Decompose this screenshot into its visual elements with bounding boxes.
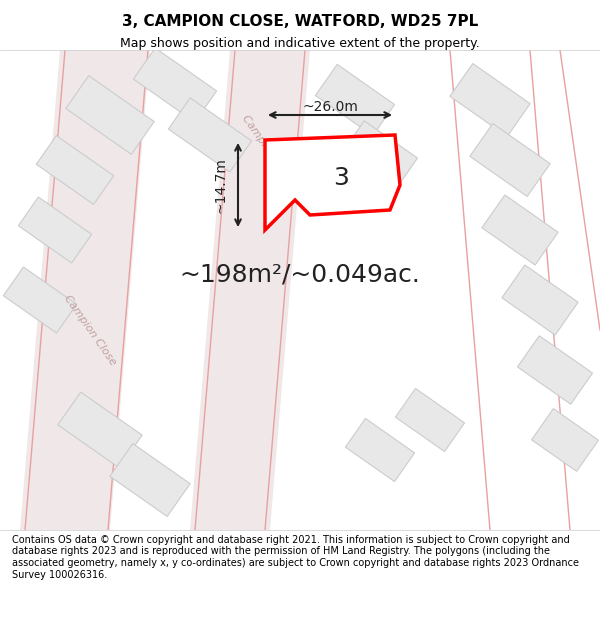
Polygon shape bbox=[482, 195, 558, 265]
Text: 3: 3 bbox=[334, 166, 349, 190]
Polygon shape bbox=[110, 444, 190, 516]
Text: Map shows position and indicative extent of the property.: Map shows position and indicative extent… bbox=[120, 38, 480, 51]
Text: ~198m²/~0.049ac.: ~198m²/~0.049ac. bbox=[179, 263, 421, 287]
Text: 3, CAMPION CLOSE, WATFORD, WD25 7PL: 3, CAMPION CLOSE, WATFORD, WD25 7PL bbox=[122, 14, 478, 29]
Polygon shape bbox=[20, 50, 150, 530]
Polygon shape bbox=[58, 392, 142, 468]
Polygon shape bbox=[4, 267, 77, 333]
Polygon shape bbox=[265, 135, 400, 230]
Polygon shape bbox=[517, 336, 593, 404]
Polygon shape bbox=[66, 76, 154, 154]
Polygon shape bbox=[169, 98, 251, 172]
Polygon shape bbox=[133, 48, 217, 122]
Text: Campion Close: Campion Close bbox=[62, 293, 118, 367]
Polygon shape bbox=[470, 124, 550, 196]
Polygon shape bbox=[190, 50, 310, 530]
Polygon shape bbox=[450, 64, 530, 136]
Polygon shape bbox=[343, 121, 418, 189]
Polygon shape bbox=[395, 389, 464, 451]
Polygon shape bbox=[316, 64, 395, 136]
Polygon shape bbox=[502, 265, 578, 335]
Polygon shape bbox=[346, 419, 415, 481]
Polygon shape bbox=[36, 136, 114, 204]
Polygon shape bbox=[532, 409, 598, 471]
Text: ~14.7m: ~14.7m bbox=[213, 157, 227, 213]
Polygon shape bbox=[19, 197, 92, 263]
Text: ~26.0m: ~26.0m bbox=[302, 100, 358, 114]
Text: Campion Close: Campion Close bbox=[240, 113, 296, 187]
Text: Contains OS data © Crown copyright and database right 2021. This information is : Contains OS data © Crown copyright and d… bbox=[12, 535, 579, 579]
